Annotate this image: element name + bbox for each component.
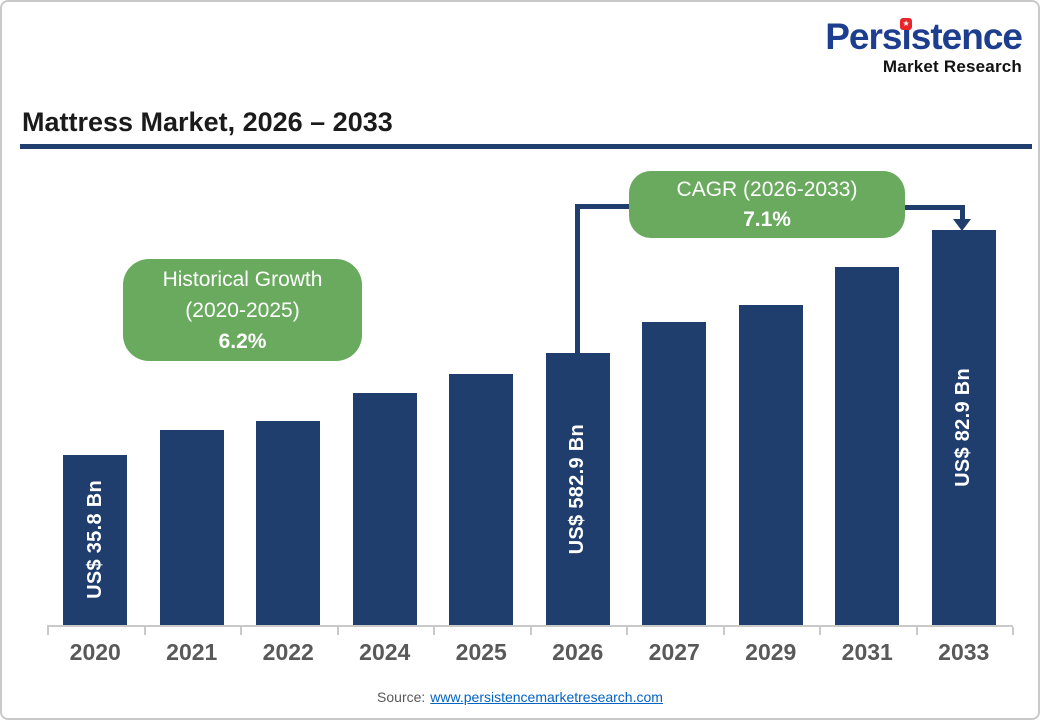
x-axis-tick	[433, 627, 435, 635]
bar-2025	[449, 374, 514, 625]
x-axis-label-2020: 2020	[69, 639, 121, 665]
x-axis-label-2025: 2025	[455, 639, 507, 665]
logo-letter-i-glyph: i	[901, 16, 911, 57]
x-axis-tick	[722, 627, 725, 635]
brand-subtitle: Market Research	[882, 56, 1022, 76]
x-axis-tick	[819, 627, 821, 635]
x-axis-label-2027: 2027	[648, 639, 700, 665]
bar-2020: US$ 35.8 Bn	[63, 454, 128, 625]
x-axis-tick	[47, 627, 49, 635]
x-axis-tick	[240, 627, 242, 635]
source-note: Source: www.persistencemarketresearch.com	[2, 689, 1038, 705]
historical-growth-line1: Historical Growth	[162, 267, 323, 291]
plot-area: US$ 35.8 Bn US$ 582.9 Bn US$ 82.9 Bn	[47, 206, 1012, 625]
x-axis-label-2029: 2029	[745, 639, 797, 665]
x-axis-tick	[143, 627, 146, 635]
x-axis-label-2024: 2024	[359, 639, 411, 665]
x-axis-label-2022: 2022	[262, 639, 314, 665]
x-axis-labels: 2020 2021 2022 2024 2025 2026 2027 2029 2031 2033	[47, 639, 1012, 669]
bar-2033: US$ 82.9 Bn	[931, 230, 996, 625]
x-axis-tick	[336, 627, 339, 635]
bar-value-label-2033: US$ 82.9 Bn	[952, 368, 975, 488]
logo-letter-i: i ★	[900, 16, 913, 57]
x-axis-label-2031: 2031	[841, 639, 893, 665]
x-axis-label-2026: 2026	[552, 639, 604, 665]
historical-growth-line2: (2020-2025)	[185, 298, 300, 322]
bar-2031	[835, 267, 900, 625]
star-icon: ★	[900, 18, 913, 30]
bar-2026: US$ 582.9 Bn	[545, 353, 610, 625]
cagr-line1: CAGR (2026-2033)	[676, 177, 858, 201]
page-title: Mattress Market, 2026 – 2033	[22, 107, 393, 137]
x-axis-label-2033: 2033	[938, 639, 990, 665]
logo-text-pre: Pers	[825, 16, 902, 57]
brand-wordmark: Persi ★ stence	[825, 16, 1023, 57]
bar-2027	[642, 322, 707, 625]
cagr-connector-left-vertical	[575, 204, 580, 355]
source-label: Source:	[377, 689, 426, 705]
historical-growth-value: 6.2%	[218, 329, 267, 353]
brand-logo: Persi ★ stence Market Research	[825, 16, 1023, 77]
bar-2024	[352, 393, 417, 625]
bar-2021	[159, 430, 224, 625]
bar-2022	[256, 421, 321, 625]
cagr-callout: CAGR (2026-2033) 7.1%	[629, 171, 905, 238]
x-axis-label-2021: 2021	[166, 639, 218, 665]
bar-value-label-2020: US$ 35.8 Bn	[83, 480, 106, 600]
x-axis-tick	[529, 627, 532, 635]
x-axis-tick	[1012, 627, 1014, 635]
cagr-connector-right-vertical	[960, 205, 965, 220]
arrow-down-icon	[953, 219, 971, 231]
x-axis-tick	[626, 627, 628, 635]
cagr-connector-left-horizontal	[575, 204, 631, 209]
source-link[interactable]: www.persistencemarketresearch.com	[430, 689, 663, 705]
cagr-value: 7.1%	[743, 207, 791, 231]
historical-growth-callout: Historical Growth (2020-2025) 6.2%	[123, 259, 362, 361]
bar-value-label-2026: US$ 582.9 Bn	[566, 423, 589, 555]
cagr-connector-right-horizontal	[903, 205, 965, 210]
logo-text-post: stence	[910, 16, 1023, 57]
x-axis-tick	[915, 627, 918, 635]
bar-2029	[738, 305, 803, 625]
x-axis-line	[47, 625, 1014, 635]
title-underline	[20, 144, 1032, 149]
